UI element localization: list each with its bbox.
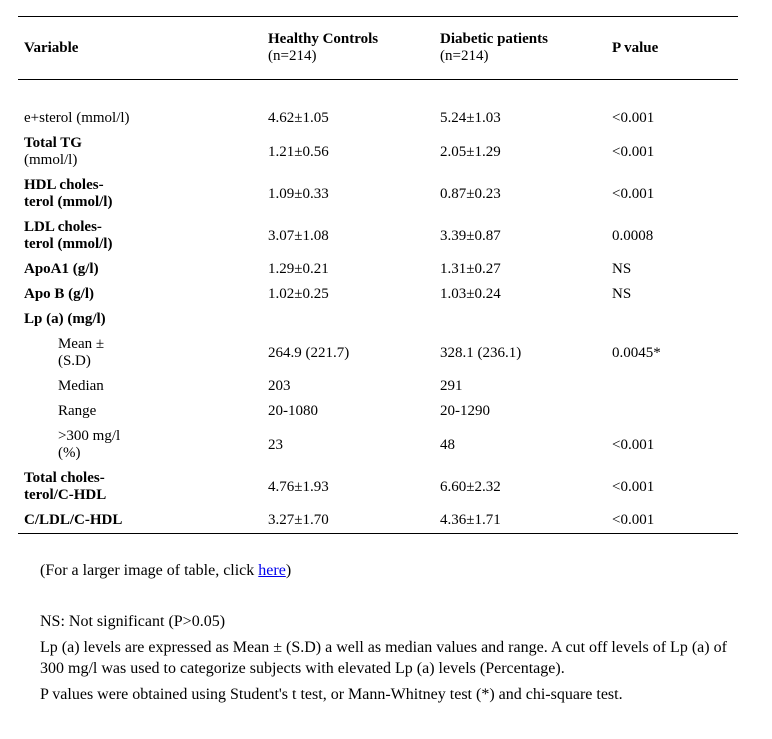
- cell-p: 0.0045*: [606, 332, 738, 374]
- cell-hc: 264.9 (221.7): [262, 332, 434, 374]
- var-label: Lp (a) (mg/l): [18, 307, 262, 332]
- cell-hc: 23: [262, 424, 434, 466]
- cell-dp: 5.24±1.03: [434, 106, 606, 131]
- var-label: Apo B (g/l): [18, 282, 262, 307]
- cell-hc: 3.27±1.70: [262, 508, 434, 534]
- var-label-line1: LDL choles-: [24, 219, 102, 235]
- cell-dp: 20-1290: [434, 399, 606, 424]
- cell-dp: 3.39±0.87: [434, 215, 606, 257]
- table-row: Range 20-1080 20-1290: [18, 399, 738, 424]
- cell-dp: 1.31±0.27: [434, 257, 606, 282]
- cell-p: 0.0008: [606, 215, 738, 257]
- sub-label-line1: Mean ±: [58, 336, 104, 352]
- col-header-variable: Variable: [18, 17, 262, 80]
- note-larger-image: (For a larger image of table, click here…: [40, 560, 740, 582]
- var-label-line1: HDL choles-: [24, 177, 104, 193]
- sub-label: Range: [52, 399, 262, 424]
- var-label-line1: Total choles-: [24, 470, 105, 486]
- note-pvals: P values were obtained using Student's t…: [40, 684, 740, 706]
- var-label-line2: terol (mmol/l): [24, 236, 112, 252]
- cell-dp: 291: [434, 374, 606, 399]
- table-row: >300 mg/l (%) 23 48 <0.001: [18, 424, 738, 466]
- col-header-healthy-n: (n=214): [268, 48, 428, 65]
- col-header-diabetic: Diabetic patients (n=214): [434, 17, 606, 80]
- note-larger-pre: (For a larger image of table, click: [40, 562, 258, 579]
- table-row: HDL choles- terol (mmol/l) 1.09±0.33 0.8…: [18, 173, 738, 215]
- cell-hc: 203: [262, 374, 434, 399]
- cell-dp: 4.36±1.71: [434, 508, 606, 534]
- lipid-profile-table: Variable Healthy Controls (n=214) Diabet…: [18, 16, 738, 534]
- note-ns: NS: Not significant (P>0.05): [40, 611, 740, 633]
- var-label: Total TG (mmol/l): [18, 131, 262, 173]
- table-row: Lp (a) (mg/l): [18, 307, 738, 332]
- cell-p: <0.001: [606, 424, 738, 466]
- cell-hc: 4.76±1.93: [262, 466, 434, 508]
- col-header-pvalue: P value: [606, 17, 738, 80]
- cell-dp: 48: [434, 424, 606, 466]
- cell-p: <0.001: [606, 508, 738, 534]
- sub-label: >300 mg/l (%): [52, 424, 262, 466]
- cell-p: <0.001: [606, 106, 738, 131]
- sub-label-line2: (S.D): [58, 353, 91, 369]
- table-row: e+sterol (mmol/l) 4.62±1.05 5.24±1.03 <0…: [18, 106, 738, 131]
- cell-dp: 0.87±0.23: [434, 173, 606, 215]
- var-label-line2: (mmol/l): [24, 152, 77, 168]
- sub-label: Median: [52, 374, 262, 399]
- sub-label-line2: (%): [58, 445, 81, 461]
- var-label-line2: terol (mmol/l): [24, 194, 112, 210]
- cell-hc: 3.07±1.08: [262, 215, 434, 257]
- var-label: e+sterol (mmol/l): [18, 106, 262, 131]
- col-header-healthy: Healthy Controls (n=214): [262, 17, 434, 80]
- cell-dp: 2.05±1.29: [434, 131, 606, 173]
- var-label-line1: Total TG: [24, 135, 82, 151]
- cell-p: <0.001: [606, 173, 738, 215]
- cell-p: NS: [606, 257, 738, 282]
- notes-block: (For a larger image of table, click here…: [40, 560, 740, 706]
- var-label: HDL choles- terol (mmol/l): [18, 173, 262, 215]
- col-header-healthy-main: Healthy Controls: [268, 31, 378, 47]
- cell-hc: 1.02±0.25: [262, 282, 434, 307]
- sub-label: Mean ± (S.D): [52, 332, 262, 374]
- table-row: LDL choles- terol (mmol/l) 3.07±1.08 3.3…: [18, 215, 738, 257]
- note-larger-post: ): [286, 562, 291, 579]
- cell-p: [606, 374, 738, 399]
- var-label: Total choles- terol/C-HDL: [18, 466, 262, 508]
- cell-p: NS: [606, 282, 738, 307]
- table-row: C/LDL/C-HDL 3.27±1.70 4.36±1.71 <0.001: [18, 508, 738, 534]
- var-label: LDL choles- terol (mmol/l): [18, 215, 262, 257]
- cell-dp: 1.03±0.24: [434, 282, 606, 307]
- cell-hc: 4.62±1.05: [262, 106, 434, 131]
- cell-p: <0.001: [606, 466, 738, 508]
- note-lpa: Lp (a) levels are expressed as Mean ± (S…: [40, 637, 740, 680]
- larger-image-link[interactable]: here: [258, 562, 286, 579]
- cell-p: <0.001: [606, 131, 738, 173]
- sub-label-line1: >300 mg/l: [58, 428, 120, 444]
- cell-hc: 20-1080: [262, 399, 434, 424]
- table-row: ApoA1 (g/l) 1.29±0.21 1.31±0.27 NS: [18, 257, 738, 282]
- cell-dp: 6.60±2.32: [434, 466, 606, 508]
- cell-hc: 1.21±0.56: [262, 131, 434, 173]
- cell-dp: 328.1 (236.1): [434, 332, 606, 374]
- table-row: Total TG (mmol/l) 1.21±0.56 2.05±1.29 <0…: [18, 131, 738, 173]
- table-header-row: Variable Healthy Controls (n=214) Diabet…: [18, 17, 738, 80]
- table-row: Mean ± (S.D) 264.9 (221.7) 328.1 (236.1)…: [18, 332, 738, 374]
- var-label-line2: terol/C-HDL: [24, 487, 106, 503]
- var-label: ApoA1 (g/l): [18, 257, 262, 282]
- cell-hc: 1.29±0.21: [262, 257, 434, 282]
- table-row: Total choles- terol/C-HDL 4.76±1.93 6.60…: [18, 466, 738, 508]
- cell-hc: 1.09±0.33: [262, 173, 434, 215]
- var-label: C/LDL/C-HDL: [18, 508, 262, 534]
- table-row: Median 203 291: [18, 374, 738, 399]
- table-row: Apo B (g/l) 1.02±0.25 1.03±0.24 NS: [18, 282, 738, 307]
- col-header-diabetic-n: (n=214): [440, 48, 600, 65]
- col-header-diabetic-main: Diabetic patients: [440, 31, 548, 47]
- cell-p: [606, 399, 738, 424]
